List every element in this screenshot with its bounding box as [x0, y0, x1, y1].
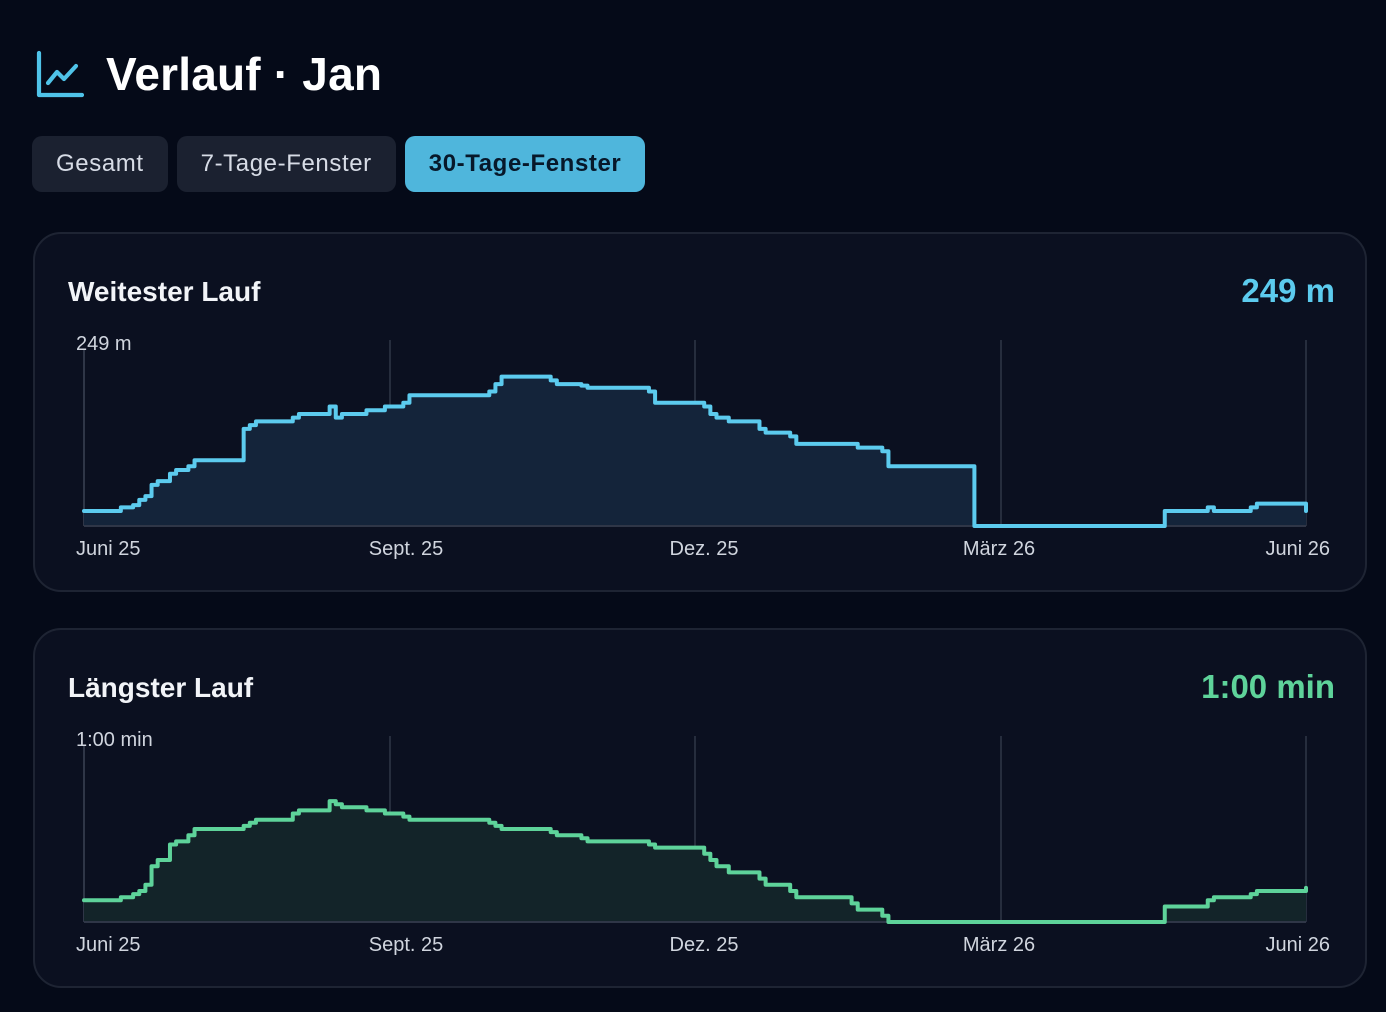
- distance-chart: 249 m Juni 25 Sept. 25 Dez. 25 März 26 Juni 2…: [76, 333, 1331, 560]
- card-title: Weitester Lauf: [68, 276, 261, 307]
- tab-30-tage-fenster[interactable]: 30-Tage-Fenster: [404, 136, 646, 192]
- duration-chart: 1:00 min Juni 25 Sept. 25 Dez. 25 März 26 Jun…: [76, 729, 1331, 956]
- series-area: [84, 376, 1306, 526]
- x-tick-label: Juni 25: [76, 538, 141, 560]
- card-value: 249 m: [1241, 272, 1335, 309]
- tab-gesamt[interactable]: Gesamt: [32, 136, 168, 192]
- x-tick-label: Juni 25: [76, 934, 141, 956]
- y-max-label: 249 m: [76, 333, 132, 355]
- x-tick-label: Dez. 25: [670, 538, 739, 560]
- x-tick-label: März 26: [963, 538, 1035, 560]
- page-title: Verlauf · Jan: [106, 48, 383, 100]
- card-laengster-lauf: Längster Lauf 1:00 min 1:00 min Juni 25 Se…: [33, 628, 1367, 988]
- x-tick-label: Dez. 25: [670, 934, 739, 956]
- x-tick-label: Juni 26: [1266, 538, 1331, 560]
- tab-bar: Gesamt 7-Tage-Fenster 30-Tage-Fenster: [32, 136, 646, 192]
- x-tick-label: Sept. 25: [369, 538, 444, 560]
- tab-7-tage-fenster[interactable]: 7-Tage-Fenster: [176, 136, 396, 192]
- x-tick-label: März 26: [963, 934, 1035, 956]
- series-line: [82, 799, 1308, 924]
- x-tick-label: Juni 26: [1266, 934, 1331, 956]
- page-header: Verlauf · Jan: [36, 44, 382, 104]
- line-chart-icon: [36, 50, 84, 98]
- card-value: 1:00 min: [1201, 668, 1335, 705]
- y-max-label: 1:00 min: [76, 729, 153, 751]
- card-weitester-lauf: Weitester Lauf 249 m 249 m Juni 25 Sept. 2…: [33, 232, 1367, 592]
- x-tick-label: Sept. 25: [369, 934, 444, 956]
- card-title: Längster Lauf: [68, 672, 254, 703]
- series-line: [82, 374, 1308, 528]
- series-area: [84, 801, 1306, 922]
